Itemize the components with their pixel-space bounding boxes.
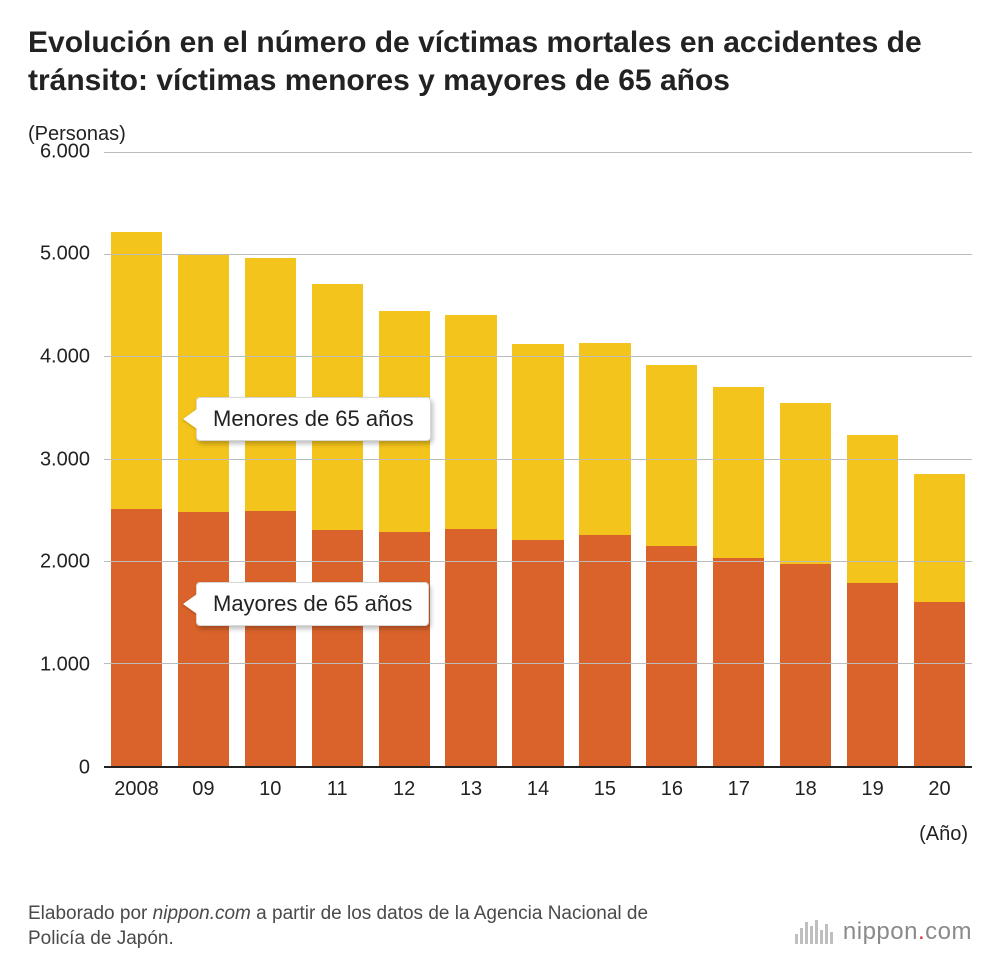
bar-segment-mayores — [445, 529, 496, 766]
x-tick-label: 2008 — [108, 772, 165, 812]
gridline — [104, 561, 972, 562]
stacked-bar — [445, 315, 496, 766]
source-prefix: Elaborado por — [28, 903, 153, 924]
x-tick-label: 16 — [643, 772, 700, 812]
stacked-bar — [512, 344, 563, 766]
x-tick-label: 11 — [309, 772, 366, 812]
bar-segment-menores — [780, 403, 831, 563]
bar-segment-menores — [579, 343, 630, 535]
x-tick-label: 17 — [710, 772, 767, 812]
bar-segment-mayores — [579, 535, 630, 766]
stacked-bar — [111, 232, 162, 766]
bar-segment-mayores — [646, 546, 697, 766]
bar-segment-menores — [445, 315, 496, 529]
source-text: Elaborado por nippon.com a partir de los… — [28, 901, 658, 952]
y-tick-label: 6.000 — [40, 140, 90, 163]
bar-segment-menores — [914, 474, 965, 601]
bar-segment-mayores — [379, 532, 430, 766]
bar-segment-mayores — [178, 512, 229, 766]
gridline — [104, 254, 972, 255]
x-axis-labels: 2008091011121314151617181920 — [104, 772, 972, 812]
x-tick-label: 09 — [175, 772, 232, 812]
stacked-bar — [245, 258, 296, 766]
x-tick-label: 13 — [443, 772, 500, 812]
y-tick-label: 0 — [79, 756, 90, 779]
gridline — [104, 663, 972, 664]
stacked-bar — [646, 365, 697, 765]
footer: Elaborado por nippon.com a partir de los… — [28, 901, 972, 952]
stacked-bar — [780, 403, 831, 765]
logo-text: nippon.com — [843, 918, 972, 946]
y-axis-labels: 01.0002.0003.0004.0005.0006.000 — [28, 152, 98, 768]
stacked-bar — [178, 255, 229, 766]
stacked-bar — [847, 435, 898, 766]
bar-segment-mayores — [111, 509, 162, 766]
nippon-logo: nippon.com — [795, 918, 972, 946]
bar-segment-menores — [111, 232, 162, 509]
stacked-bar — [713, 387, 764, 766]
gridline — [104, 356, 972, 357]
x-tick-label: 19 — [844, 772, 901, 812]
y-axis-unit: (Personas) — [28, 123, 972, 146]
bar-segment-menores — [245, 258, 296, 512]
bar-segment-menores — [178, 255, 229, 513]
plot-area: Menores de 65 años Mayores de 65 años — [104, 152, 972, 768]
bar-segment-mayores — [245, 511, 296, 766]
series-callout: Menores de 65 años — [196, 397, 431, 441]
x-tick-label: 14 — [510, 772, 567, 812]
y-tick-label: 3.000 — [40, 448, 90, 471]
source-site: nippon.com — [153, 903, 251, 924]
bar-segment-menores — [512, 344, 563, 540]
bar-segment-mayores — [713, 558, 764, 765]
gridline — [104, 459, 972, 460]
x-tick-label: 20 — [911, 772, 968, 812]
x-tick-label: 12 — [376, 772, 433, 812]
x-tick-label: 18 — [777, 772, 834, 812]
x-tick-label: 15 — [576, 772, 633, 812]
stacked-bar — [379, 311, 430, 766]
stacked-bar — [914, 474, 965, 766]
bar-segment-mayores — [512, 540, 563, 766]
x-axis-unit: (Año) — [919, 823, 968, 846]
y-tick-label: 5.000 — [40, 243, 90, 266]
bar-segment-mayores — [847, 583, 898, 766]
gridline — [104, 152, 972, 153]
x-tick-label: 10 — [242, 772, 299, 812]
chart-area: 01.0002.0003.0004.0005.0006.000 Menores … — [28, 152, 972, 812]
bar-segment-menores — [646, 365, 697, 546]
y-tick-label: 4.000 — [40, 346, 90, 369]
logo-bars-icon — [795, 920, 833, 944]
chart-title: Evolución en el número de víctimas morta… — [28, 24, 972, 101]
bar-segment-menores — [713, 387, 764, 558]
y-tick-label: 1.000 — [40, 654, 90, 677]
stacked-bar — [579, 343, 630, 766]
bar-segment-mayores — [312, 530, 363, 766]
series-callout: Mayores de 65 años — [196, 582, 429, 626]
y-tick-label: 2.000 — [40, 551, 90, 574]
bar-segment-mayores — [780, 564, 831, 766]
bar-segment-mayores — [914, 602, 965, 766]
